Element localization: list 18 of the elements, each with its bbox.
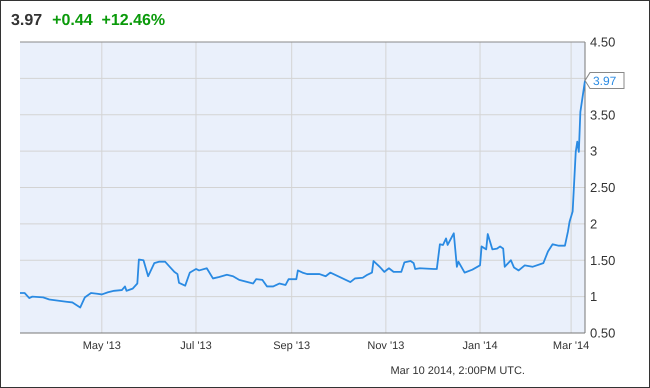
x-tick-label: Jul '13 [180, 340, 212, 352]
y-tick-label: 4.50 [590, 34, 616, 50]
y-tick-label: 3 [590, 144, 598, 159]
x-tick-label: Mar '14 [552, 340, 590, 352]
text: Mar 10 2014, 2:00PM UTC. [390, 365, 525, 377]
annotation: 3.97 [593, 74, 617, 88]
y-tick-label: 0.50 [590, 326, 616, 341]
y-tick-label: 3.50 [590, 107, 616, 122]
y-tick-label: 1.50 [590, 252, 616, 268]
x-tick-label: Jan '14 [462, 340, 498, 352]
y-tick-label: 2.50 [590, 180, 616, 196]
x-tick-label: May '13 [82, 340, 121, 352]
y-tick-label: 1 [590, 289, 598, 304]
y-tick-label: 2 [590, 216, 598, 232]
chart-title: 3.97 [11, 12, 42, 29]
chart-subtitle: +0.44 +12.46% [52, 12, 166, 29]
x-tick-label: Nov '13 [367, 340, 404, 352]
x-tick-label: Sep '13 [273, 340, 310, 352]
